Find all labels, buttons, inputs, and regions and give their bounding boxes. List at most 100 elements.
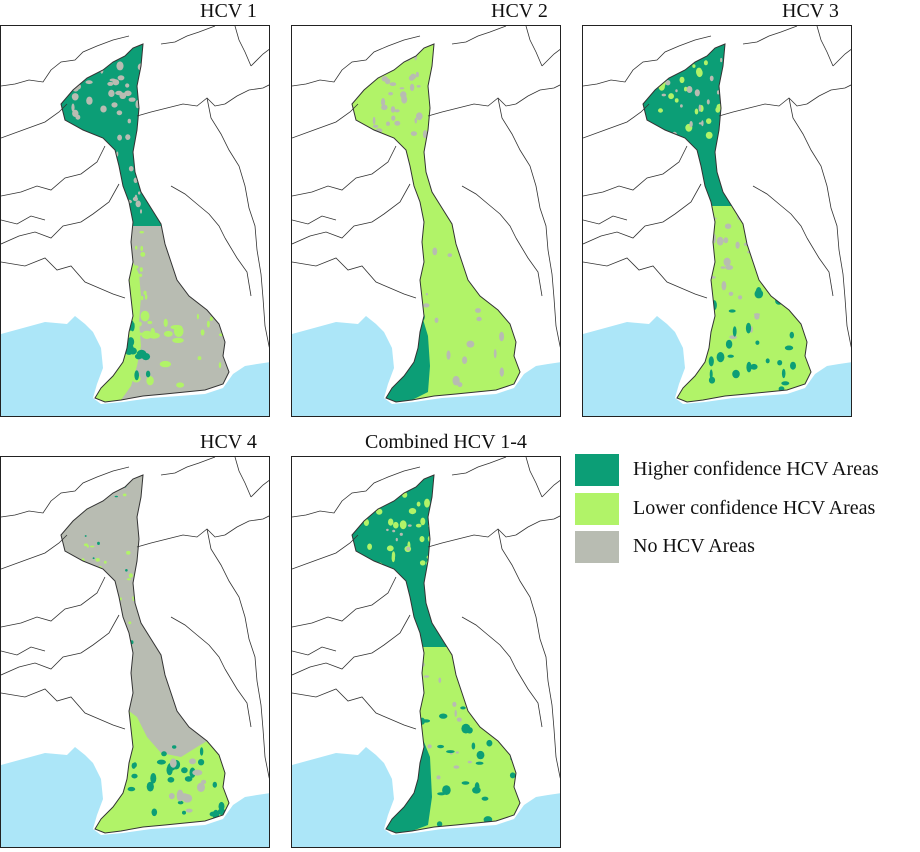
admin-boundary-11 (832, 48, 851, 67)
admin-boundary-6 (1, 646, 46, 656)
admin-boundary-13 (461, 616, 517, 670)
map-svg-hcv2 (292, 26, 560, 416)
admin-boundary-6 (1, 215, 46, 225)
admin-boundary-10 (515, 84, 560, 105)
map-hcv4 (0, 456, 270, 848)
admin-boundary-14 (224, 668, 252, 728)
admin-boundary-9 (206, 528, 269, 779)
admin-boundary-14 (515, 668, 543, 728)
admin-boundary-14 (224, 237, 252, 297)
legend-label-none: No HCV Areas (633, 535, 755, 557)
lower-hcv-south (95, 711, 229, 833)
admin-boundary-5 (1, 688, 126, 730)
admin-boundary-8 (427, 97, 517, 117)
legend-label-lower: Lower confidence HCV Areas (633, 497, 876, 519)
admin-boundary-13 (461, 185, 517, 239)
admin-boundary-2 (1, 103, 68, 139)
panel-title-hcv4: HCV 4 (200, 431, 257, 453)
panel-title-combined: Combined HCV 1-4 (365, 431, 527, 453)
admin-boundary-10 (224, 84, 269, 105)
admin-boundary-1 (583, 35, 712, 87)
admin-boundary-12 (525, 26, 543, 67)
admin-boundary-1 (1, 35, 130, 87)
admin-boundary-4 (1, 614, 120, 676)
admin-boundary-9 (206, 97, 269, 348)
legend-swatch-lower (575, 493, 619, 525)
legend-item-lower: Lower confidence HCV Areas (575, 493, 920, 527)
legend-label-higher: Higher confidence HCV Areas (633, 458, 879, 480)
map-svg-combined (292, 457, 560, 847)
admin-boundary-3 (292, 145, 397, 197)
higher-hcv-coast (386, 316, 430, 402)
admin-boundary-8 (427, 528, 517, 548)
study-area-outline (642, 43, 812, 403)
sea-area (1, 316, 269, 416)
admin-boundary-10 (515, 515, 560, 536)
admin-boundary-4 (292, 614, 411, 676)
admin-boundary-13 (752, 185, 808, 239)
admin-boundary-12 (234, 457, 252, 498)
admin-boundary-5 (292, 688, 417, 730)
admin-boundary-14 (806, 237, 834, 297)
admin-boundary-2 (583, 103, 650, 139)
admin-boundary-1 (292, 35, 421, 87)
admin-boundary-4 (583, 183, 702, 245)
admin-boundary-5 (1, 257, 126, 299)
admin-boundary-7 (451, 457, 507, 476)
study-area-outline (60, 43, 230, 403)
admin-boundary-10 (806, 84, 851, 105)
study-area-outline (351, 474, 521, 834)
map-combined (291, 456, 561, 848)
study-area-outline (351, 43, 521, 403)
admin-boundary-5 (583, 257, 708, 299)
admin-boundary-12 (816, 26, 834, 67)
admin-boundary-3 (1, 576, 106, 628)
legend-item-none: No HCV Areas (575, 531, 920, 565)
admin-boundary-8 (136, 528, 226, 548)
map-svg-hcv1 (1, 26, 269, 416)
map-hcv1 (0, 25, 270, 417)
admin-boundary-11 (250, 480, 269, 498)
admin-boundary-4 (292, 183, 411, 245)
admin-boundary-10 (224, 515, 269, 536)
sea-area (1, 747, 269, 847)
sea-area (292, 747, 560, 847)
admin-boundary-7 (451, 26, 507, 45)
admin-boundary-14 (515, 237, 543, 297)
admin-boundary-9 (788, 97, 851, 348)
admin-boundary-5 (292, 257, 417, 299)
admin-boundary-9 (497, 528, 560, 779)
admin-boundary-2 (292, 534, 359, 570)
admin-boundary-11 (541, 48, 560, 67)
admin-boundary-11 (541, 480, 560, 498)
admin-boundary-4 (1, 183, 120, 245)
admin-boundary-7 (160, 26, 216, 45)
admin-boundary-3 (292, 576, 397, 628)
admin-boundary-6 (583, 215, 628, 225)
admin-boundary-13 (170, 616, 226, 670)
panel-title-hcv1: HCV 1 (200, 0, 257, 22)
study-area-outline (60, 474, 230, 834)
admin-boundary-3 (1, 145, 106, 197)
admin-boundary-13 (170, 185, 226, 239)
admin-boundary-11 (250, 48, 269, 67)
map-svg-hcv3 (583, 26, 851, 416)
map-hcv2 (291, 25, 561, 417)
map-hcv3 (582, 25, 852, 417)
sea-area (583, 316, 851, 416)
admin-boundary-9 (497, 97, 560, 348)
admin-boundary-6 (292, 646, 337, 656)
admin-boundary-12 (234, 26, 252, 67)
admin-boundary-7 (742, 26, 798, 45)
legend-swatch-higher (575, 454, 619, 486)
admin-boundary-3 (583, 145, 688, 197)
legend-item-higher: Higher confidence HCV Areas (575, 454, 920, 488)
panel-title-hcv2: HCV 2 (491, 0, 548, 22)
lower-hcv-coast (95, 262, 141, 402)
legend-swatch-none (575, 531, 619, 563)
admin-boundary-2 (292, 103, 359, 139)
admin-boundary-8 (718, 97, 808, 117)
admin-boundary-1 (292, 466, 421, 518)
panel-title-hcv3: HCV 3 (782, 0, 839, 22)
admin-boundary-2 (1, 534, 68, 570)
